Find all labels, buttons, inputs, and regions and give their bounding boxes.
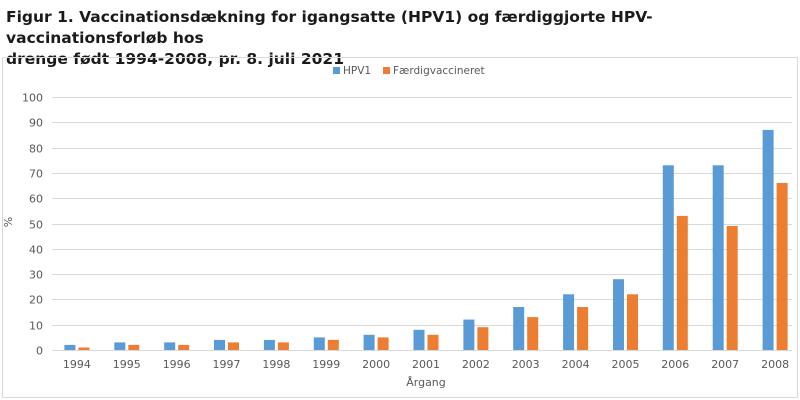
figure-title-line-2: drenge født 1994-2008, pr. 8. juli 2021 xyxy=(6,50,344,68)
bar-hpv1-2008 xyxy=(762,129,774,350)
x-tick-label: 1995 xyxy=(113,358,141,371)
bar-faerdigvaccineret-1999 xyxy=(327,339,339,350)
bar-faerdigvaccineret-1995 xyxy=(128,344,140,350)
y-tick-label: 60 xyxy=(29,193,43,206)
x-axis-tick-labels: 1994 1995 1996 1997 1998 1999 2000 2001 2002 2003… xyxy=(63,358,789,371)
x-tick-label: 2001 xyxy=(412,358,440,371)
x-tick-label: 2006 xyxy=(661,358,689,371)
y-axis-label: % xyxy=(2,217,15,227)
bar-hpv1-2001 xyxy=(413,329,425,350)
bar-hpv1-2005 xyxy=(613,279,624,350)
bar-hpv1-1998 xyxy=(263,339,275,350)
y-tick-label: 40 xyxy=(29,244,43,257)
x-tick-label: 1998 xyxy=(262,358,290,371)
bar-hpv1-2000 xyxy=(363,334,375,350)
x-tick-label: 2008 xyxy=(761,358,789,371)
bar-faerdigvaccineret-2002 xyxy=(477,327,489,350)
bar-hpv1-2002 xyxy=(463,319,475,350)
x-tick-label: 1999 xyxy=(312,358,340,371)
legend-label-faerdigvaccineret: Færdigvaccineret xyxy=(393,65,485,77)
x-tick-label: 1997 xyxy=(213,358,241,371)
x-tick-label: 2007 xyxy=(711,358,739,371)
y-tick-label: 0 xyxy=(36,345,43,358)
bar-hpv1-1999 xyxy=(313,337,325,350)
y-tick-label: 30 xyxy=(29,269,43,282)
bar-hpv1-2003 xyxy=(513,307,525,350)
bar-hpv1-1994 xyxy=(64,344,76,350)
y-tick-label: 100 xyxy=(22,92,43,105)
legend-swatch-hpv1 xyxy=(333,67,340,74)
y-tick-label: 20 xyxy=(29,294,43,307)
x-tick-label: 2004 xyxy=(562,358,590,371)
bar-hpv1-2004 xyxy=(563,294,575,350)
chart-frame xyxy=(2,57,798,398)
y-tick-label: 80 xyxy=(29,143,43,156)
x-axis-label: Årgang xyxy=(406,376,446,389)
bar-faerdigvaccineret-2000 xyxy=(377,337,389,350)
bar-faerdigvaccineret-1994 xyxy=(78,347,90,350)
bar-hpv1-1997 xyxy=(214,339,225,350)
bar-hpv1-2007 xyxy=(712,165,724,350)
x-tick-label: 1996 xyxy=(163,358,191,371)
bar-faerdigvaccineret-2004 xyxy=(577,307,589,350)
x-tick-label: 2000 xyxy=(362,358,390,371)
bar-hpv1-1996 xyxy=(164,342,176,350)
x-tick-label: 2005 xyxy=(612,358,640,371)
bar-faerdigvaccineret-2007 xyxy=(726,226,738,350)
bar-hpv1-2006 xyxy=(662,165,674,350)
bars xyxy=(64,129,788,350)
bar-hpv1-1995 xyxy=(114,342,126,350)
bar-faerdigvaccineret-2001 xyxy=(427,334,439,350)
legend-label-hpv1: HPV1 xyxy=(343,65,371,77)
bar-faerdigvaccineret-2008 xyxy=(776,183,788,350)
y-tick-label: 50 xyxy=(29,219,43,232)
x-tick-label: 1994 xyxy=(63,358,91,371)
y-tick-label: 70 xyxy=(29,168,43,181)
legend-swatch-faerdigvaccineret xyxy=(383,67,390,74)
y-tick-label: 10 xyxy=(29,320,43,333)
bar-faerdigvaccineret-1997 xyxy=(228,342,239,350)
y-axis-tick-labels: 0 10 20 30 40 50 60 70 80 90 100 xyxy=(22,92,43,358)
figure-title-line-1: Figur 1. Vaccinationsdækning for igangsa… xyxy=(6,8,653,47)
y-tick-label: 90 xyxy=(29,117,43,130)
figure-title: Figur 1. Vaccinationsdækning for igangsa… xyxy=(6,7,796,70)
x-tick-label: 2002 xyxy=(462,358,490,371)
bar-faerdigvaccineret-2006 xyxy=(676,215,688,350)
bar-faerdigvaccineret-2003 xyxy=(527,317,539,350)
bar-faerdigvaccineret-1998 xyxy=(277,342,289,350)
x-tick-label: 2003 xyxy=(512,358,540,371)
bar-faerdigvaccineret-2005 xyxy=(627,294,638,350)
bar-faerdigvaccineret-1996 xyxy=(178,344,190,350)
legend: HPV1 Færdigvaccineret xyxy=(333,65,485,77)
